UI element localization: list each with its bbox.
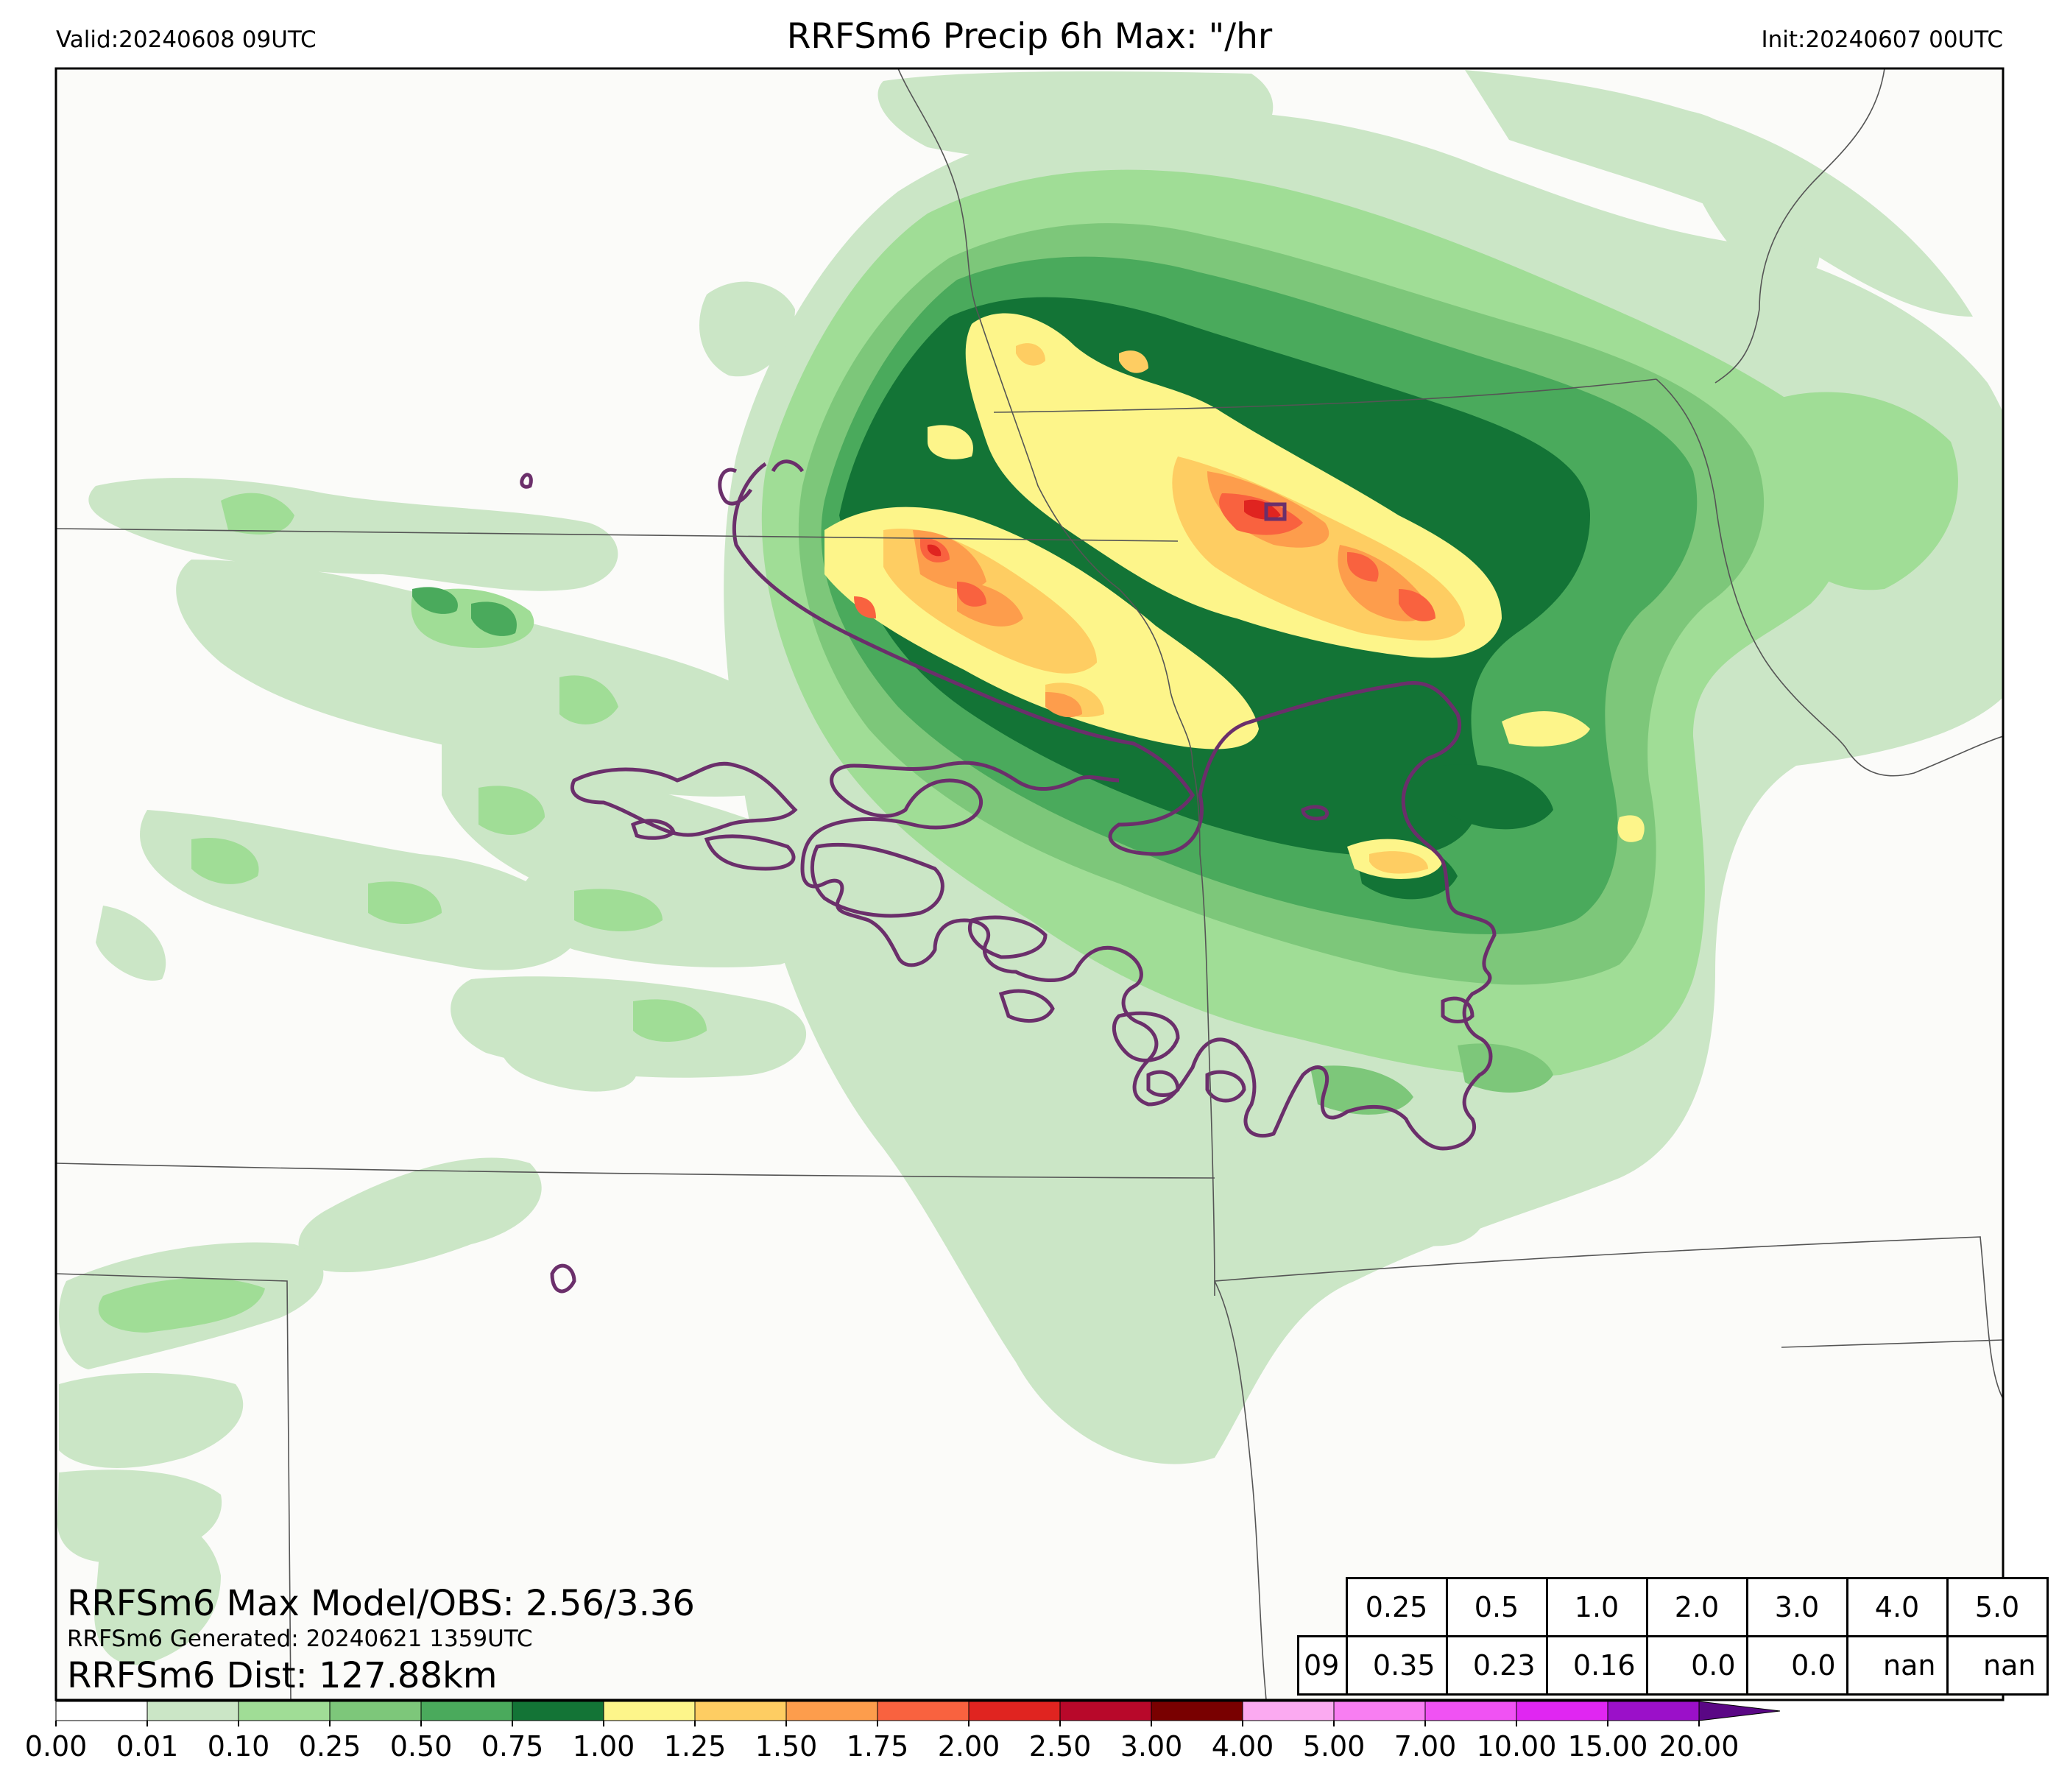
colorbar-tick-label: 7.00 (1394, 1730, 1457, 1763)
colorbar-swatch (877, 1701, 970, 1721)
colorbar-swatch (968, 1701, 1061, 1721)
threshold-cell: 4.0 (1846, 1577, 1949, 1637)
value-cell: nan (1946, 1635, 2049, 1696)
colorbar-tick-label: 0.01 (116, 1730, 179, 1763)
init-time-label: Init:20240607 00UTC (1761, 27, 2003, 53)
colorbar-tick-label: 4.00 (1212, 1730, 1274, 1763)
colorbar-swatch (1516, 1701, 1608, 1721)
colorbar-swatch (420, 1701, 513, 1721)
threshold-cell: 0.25 (1345, 1577, 1448, 1637)
colorbar-tick-label: 1.25 (664, 1730, 727, 1763)
threshold-cell: 0.5 (1445, 1577, 1548, 1637)
observed-precip-contour (520, 459, 1497, 1294)
precip-band-200 (927, 499, 1281, 557)
threshold-cell: 2.0 (1645, 1577, 1748, 1637)
colorbar-tick-label: 0.10 (208, 1730, 270, 1763)
colorbar-tick-label: 15.00 (1568, 1730, 1648, 1763)
colorbar-tick-label: 1.50 (755, 1730, 818, 1763)
colorbar-tick-label: 2.50 (1029, 1730, 1092, 1763)
colorbar: 0.00 0.01 0.10 0.25 0.50 0.75 1.00 1.25 1.50 1.75… (25, 1701, 1781, 1763)
map-title: RRFSm6 Precip 6h Max: "/hr (786, 16, 1273, 57)
colorbar-tick-label: 1.75 (847, 1730, 909, 1763)
colorbar-tick-label: 20.00 (1659, 1730, 1740, 1763)
colorbar-tick-label: 0.00 (25, 1730, 88, 1763)
threshold-value-row: 09 0.35 0.23 0.16 0.0 0.0 nan nan (1297, 1635, 2049, 1696)
value-cell: nan (1846, 1635, 1949, 1696)
colorbar-extend-arrow (1698, 1701, 1781, 1721)
threshold-cell: 1.0 (1545, 1577, 1648, 1637)
value-cell: 0.23 (1445, 1635, 1548, 1696)
colorbar-tick-label: 0.50 (390, 1730, 453, 1763)
colorbar-tick-label: 10.00 (1477, 1730, 1557, 1763)
colorbar-swatch (694, 1701, 787, 1721)
colorbar-swatch (238, 1701, 331, 1721)
max-model-obs-label: RRFSm6 Max Model/OBS: 2.56/3.36 (67, 1583, 695, 1624)
colorbar-swatch (329, 1701, 422, 1721)
row-label: 09 (1297, 1635, 1348, 1696)
colorbar-swatch (1333, 1701, 1426, 1721)
colorbar-tick-label: 0.75 (481, 1730, 544, 1763)
value-cell: 0.0 (1745, 1635, 1848, 1696)
threshold-table: 0.25 0.5 1.0 2.0 3.0 4.0 5.0 09 0.35 0.2… (1297, 1577, 2049, 1696)
state-borders (56, 68, 2003, 1700)
precip-field (57, 70, 2003, 1665)
generated-time-label: RRFSm6 Generated: 20240621 1359UTC (67, 1626, 533, 1652)
distance-label: RRFSm6 Dist: 127.88km (67, 1655, 498, 1696)
map-frame (54, 67, 2005, 1701)
colorbar-swatch (1151, 1701, 1243, 1721)
colorbar-tick-label: 1.00 (573, 1730, 635, 1763)
value-cell: 0.0 (1645, 1635, 1748, 1696)
threshold-header-row: 0.25 0.5 1.0 2.0 3.0 4.0 5.0 (1299, 1577, 2049, 1637)
colorbar-swatch (1424, 1701, 1517, 1721)
threshold-cell: 3.0 (1745, 1577, 1848, 1637)
valid-time-label: Valid:20240608 09UTC (56, 27, 317, 53)
colorbar-tick-label: 5.00 (1303, 1730, 1366, 1763)
colorbar-swatch (1059, 1701, 1152, 1721)
value-cell: 0.16 (1545, 1635, 1648, 1696)
colorbar-swatch (603, 1701, 696, 1721)
threshold-cell: 5.0 (1946, 1577, 2049, 1637)
colorbar-tick-label: 0.25 (299, 1730, 361, 1763)
value-cell: 0.35 (1345, 1635, 1448, 1696)
colorbar-swatch (1607, 1701, 1700, 1721)
colorbar-swatch (55, 1701, 148, 1721)
colorbar-swatch (1242, 1701, 1335, 1721)
colorbar-swatch (512, 1701, 604, 1721)
colorbar-tick-label: 3.00 (1120, 1730, 1183, 1763)
colorbar-swatch (785, 1701, 878, 1721)
colorbar-tick-label: 2.00 (938, 1730, 1000, 1763)
colorbar-swatch (146, 1701, 239, 1721)
